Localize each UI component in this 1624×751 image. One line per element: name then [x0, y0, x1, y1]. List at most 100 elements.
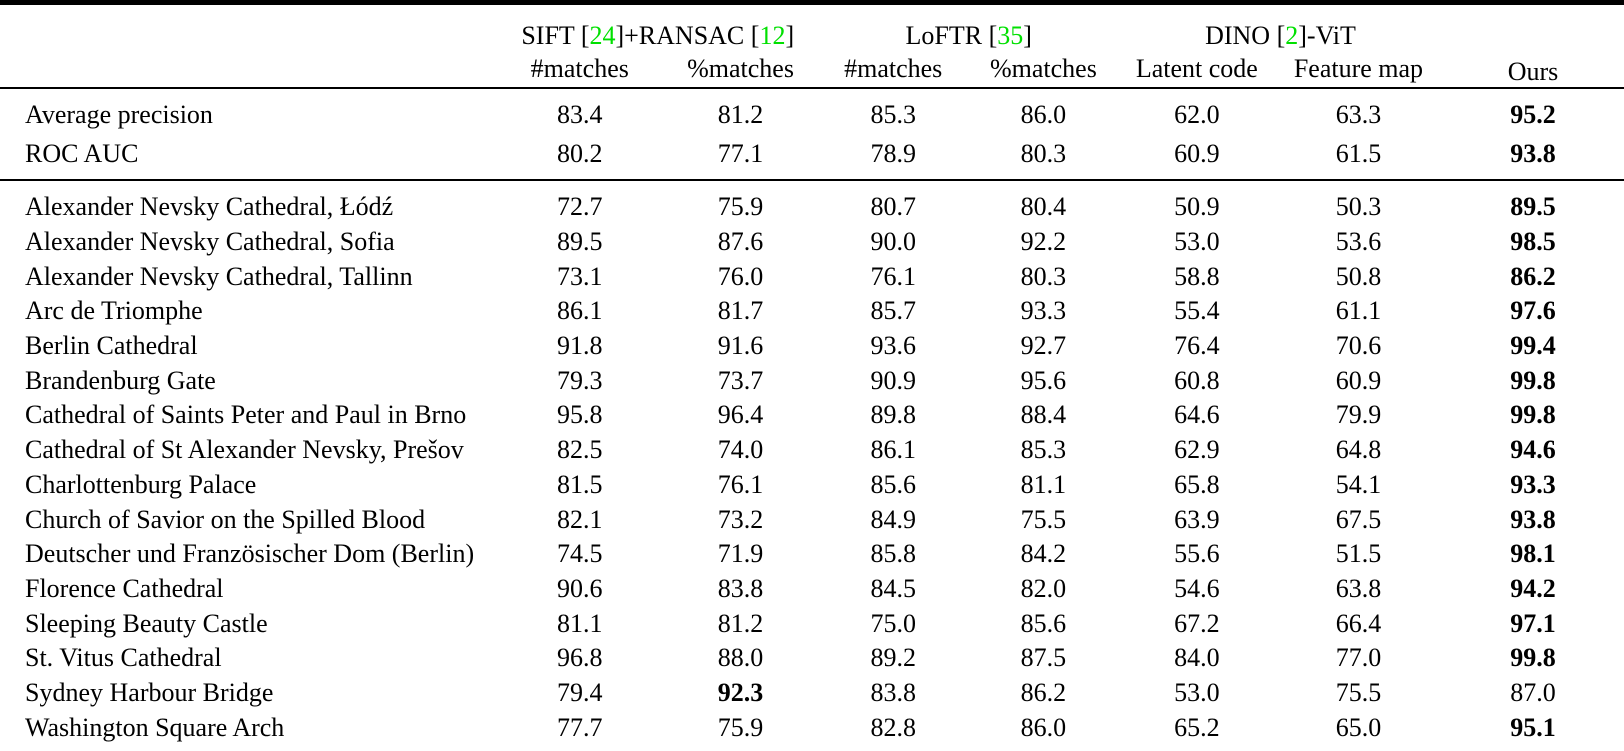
- landmarks-section: Alexander Nevsky Cathedral, Łódź 72.7 75.9…: [0, 180, 1624, 751]
- value-cell: 73.2: [717, 504, 764, 534]
- value-cell: 79.4: [557, 677, 603, 707]
- landmark-row-label: Cathedral of Saints Peter and Paul in Br…: [25, 400, 467, 430]
- value-cell: 75.9: [717, 192, 764, 222]
- table-row: Charlottenburg Palace 81.5 76.1 85.6 81.1 65.…: [0, 468, 1624, 503]
- citation-number: 12: [759, 21, 786, 50]
- value-cell: 93.8: [1442, 134, 1624, 181]
- value-cell: 53.0: [1174, 227, 1220, 257]
- value-cell: 76.1: [870, 261, 916, 291]
- value-cell: 83.4: [557, 99, 603, 129]
- value-cell: 82.0: [1020, 573, 1067, 603]
- value-cell: 95.8: [557, 400, 603, 430]
- value-cell: 98.5: [1510, 227, 1556, 257]
- table-row: ROC AUC 80.2 77.1 78.9 80.3 60.9 61.5 93.8: [0, 134, 1624, 181]
- value-cell: 92.3: [717, 677, 764, 707]
- value-cell: 71.9: [717, 539, 764, 569]
- value-cell: 85.7: [870, 296, 916, 326]
- value-cell: 81.1: [557, 608, 603, 638]
- value-cell: 76.4: [1174, 331, 1220, 361]
- value-cell: 65.0: [1335, 712, 1382, 742]
- value-cell: 92.7: [1020, 331, 1067, 361]
- method-group-header: DINO [2]-ViT: [1119, 3, 1442, 52]
- value-cell: 61.5: [1274, 134, 1443, 181]
- value-cell: 75.5: [1020, 504, 1067, 534]
- table-row: Sydney Harbour Bridge 79.4 92.3 83.8 86.2 53.…: [0, 676, 1624, 711]
- metric-column-header: %matches: [967, 51, 1119, 89]
- value-cell: 76.1: [717, 469, 764, 499]
- value-cell: 80.7: [870, 192, 916, 222]
- value-cell: 86.0: [1020, 712, 1067, 742]
- value-cell: 61.1: [1335, 296, 1382, 326]
- value-cell: 85.3: [870, 99, 916, 129]
- value-cell: 62.0: [1174, 99, 1220, 129]
- value-cell: 89.5: [1510, 192, 1556, 222]
- value-cell: 90.9: [870, 365, 916, 395]
- value-cell: 63.3: [1335, 99, 1382, 129]
- value-cell: 87.6: [717, 227, 764, 257]
- value-cell: 51.5: [1335, 539, 1382, 569]
- value-cell: 64.8: [1335, 435, 1382, 465]
- value-cell: 64.6: [1174, 400, 1220, 430]
- value-cell: 75.9: [717, 712, 764, 742]
- value-cell: 86.2: [1020, 677, 1067, 707]
- table-row: Berlin Cathedral 91.8 91.6 93.6 92.7 76.4 70.6…: [0, 329, 1624, 364]
- value-cell: 92.2: [1020, 227, 1067, 257]
- value-cell: 63.8: [1335, 573, 1382, 603]
- metric-column-header: Latent code: [1118, 51, 1275, 89]
- value-cell: 90.6: [557, 573, 603, 603]
- value-cell: 95.1: [1510, 712, 1556, 742]
- value-cell: 54.6: [1174, 573, 1220, 603]
- value-cell: 55.6: [1174, 539, 1220, 569]
- value-cell: 97.1: [1510, 608, 1556, 638]
- value-cell: 80.4: [1020, 192, 1067, 222]
- value-cell: 67.2: [1174, 608, 1220, 638]
- citation-number: 2: [1285, 21, 1299, 50]
- value-cell: 53.6: [1335, 227, 1382, 257]
- value-cell: 74.0: [717, 435, 764, 465]
- value-cell: 89.8: [870, 400, 916, 430]
- value-cell: 93.6: [870, 331, 916, 361]
- table-row: Cathedral of St Alexander Nevsky, Prešov…: [0, 433, 1624, 468]
- value-cell: 91.8: [557, 331, 603, 361]
- value-cell: 88.0: [717, 643, 764, 673]
- value-cell: 76.0: [717, 261, 764, 291]
- table-row: Sleeping Beauty Castle 81.1 81.2 75.0 85.6 67…: [0, 606, 1624, 641]
- value-cell: 65.2: [1174, 712, 1220, 742]
- header-spacer: [0, 3, 497, 52]
- ours-column-header: Ours: [1442, 2, 1624, 89]
- landmark-row-label: Deutscher und Französischer Dom (Berlin): [25, 539, 475, 569]
- landmark-row-label: Alexander Nevsky Cathedral, Tallinn: [25, 261, 413, 291]
- sub-header-row: #matches %matches #matches %matches Latent c…: [0, 51, 1624, 89]
- method-name-part: ]-ViT: [1298, 21, 1356, 50]
- value-cell: 72.7: [557, 192, 603, 222]
- value-cell: 93.3: [1020, 296, 1067, 326]
- value-cell: 75.0: [870, 608, 916, 638]
- value-cell: 86.0: [1020, 99, 1067, 129]
- table-row: St. Vitus Cathedral 96.8 88.0 89.2 87.5 84.0 7…: [0, 641, 1624, 676]
- method-group-header: SIFT [24]+RANSAC [12]: [497, 3, 819, 52]
- landmark-row-label: Arc de Triomphe: [25, 296, 203, 326]
- value-cell: 81.5: [557, 469, 603, 499]
- value-cell: 83.8: [870, 677, 916, 707]
- value-cell: 77.1: [662, 134, 819, 181]
- table-row: Deutscher und Französischer Dom (Berlin)…: [0, 537, 1624, 572]
- header-spacer: [0, 51, 497, 89]
- table-row: Average precision 83.4 81.2 85.3 86.0 62.0 63.…: [0, 88, 1624, 134]
- metric-column-header: #matches: [818, 51, 968, 89]
- method-name-part: SIFT [: [521, 21, 590, 50]
- value-cell: 97.6: [1510, 296, 1556, 326]
- table-row: Church of Savior on the Spilled Blood 82.…: [0, 502, 1624, 537]
- landmark-row-label: Washington Square Arch: [25, 712, 285, 742]
- landmark-row-label: Alexander Nevsky Cathedral, Łódź: [25, 192, 394, 222]
- value-cell: 82.8: [870, 712, 916, 742]
- value-cell: 95.6: [1020, 365, 1067, 395]
- table-row: Washington Square Arch 77.7 75.9 82.8 86.0 65…: [0, 710, 1624, 751]
- value-cell: 96.8: [557, 643, 603, 673]
- landmark-row-label: Charlottenburg Palace: [25, 469, 257, 499]
- value-cell: 53.0: [1174, 677, 1220, 707]
- table-row: Brandenburg Gate 79.3 73.7 90.9 95.6 60.8 60.9…: [0, 363, 1624, 398]
- value-cell: 99.4: [1510, 331, 1556, 361]
- value-cell: 94.6: [1510, 435, 1556, 465]
